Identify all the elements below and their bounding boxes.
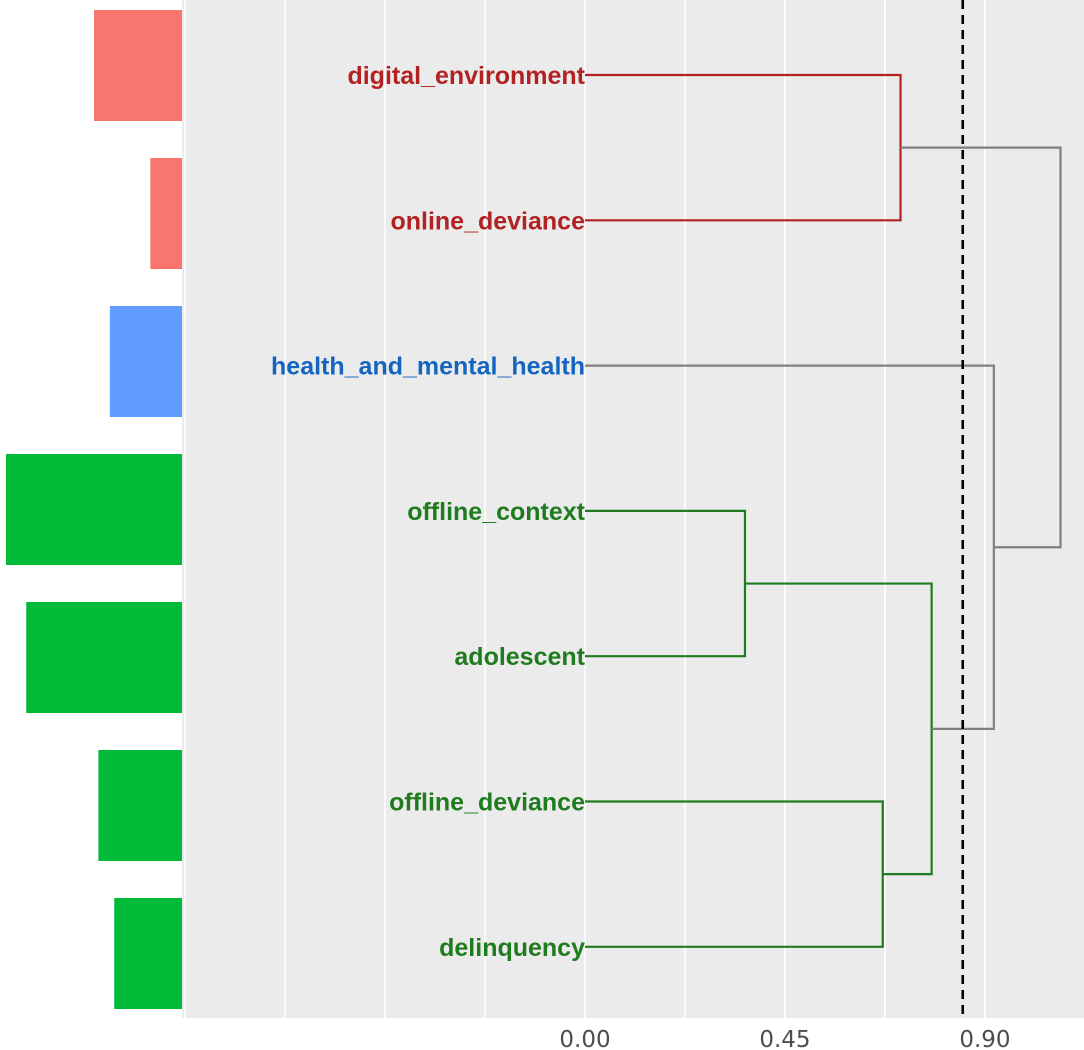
leaf-label-adolescent: adolescent xyxy=(454,643,585,671)
cluster-bars xyxy=(6,10,182,1009)
merge-link-5 xyxy=(900,146,1062,549)
x-tick-label-0: 0.00 xyxy=(559,1027,610,1050)
leaf-labels: digital_environment online_deviancehealth… xyxy=(271,62,586,962)
x-tick-labels: 0.00 0.45 0.90 xyxy=(559,1027,1010,1050)
leaf-label-online_deviance: online_deviance xyxy=(390,207,585,235)
bar-health_and_mental_health xyxy=(109,306,182,417)
bar-adolescent xyxy=(26,602,182,713)
leaf-label-health_and_mental_health: health_and_mental_health xyxy=(271,353,585,381)
leaf-label-digital_environment: digital_environment xyxy=(347,62,585,90)
bar-online_deviance xyxy=(150,158,182,269)
bar-delinquency xyxy=(114,898,182,1009)
bar-offline_context xyxy=(6,454,182,565)
x-tick-label-1: 0.45 xyxy=(759,1027,810,1050)
leaf-label-delinquency: delinquency xyxy=(439,934,585,962)
bar-digital_environment xyxy=(94,10,182,121)
leaf-label-offline_context: offline_context xyxy=(407,498,585,526)
leaf-label-offline_deviance: offline_deviance xyxy=(389,789,585,817)
plot-panel xyxy=(182,0,1084,1018)
bar-offline_deviance xyxy=(98,750,182,861)
x-tick-label-2: 0.90 xyxy=(959,1027,1010,1050)
grid-lines xyxy=(184,0,986,1018)
